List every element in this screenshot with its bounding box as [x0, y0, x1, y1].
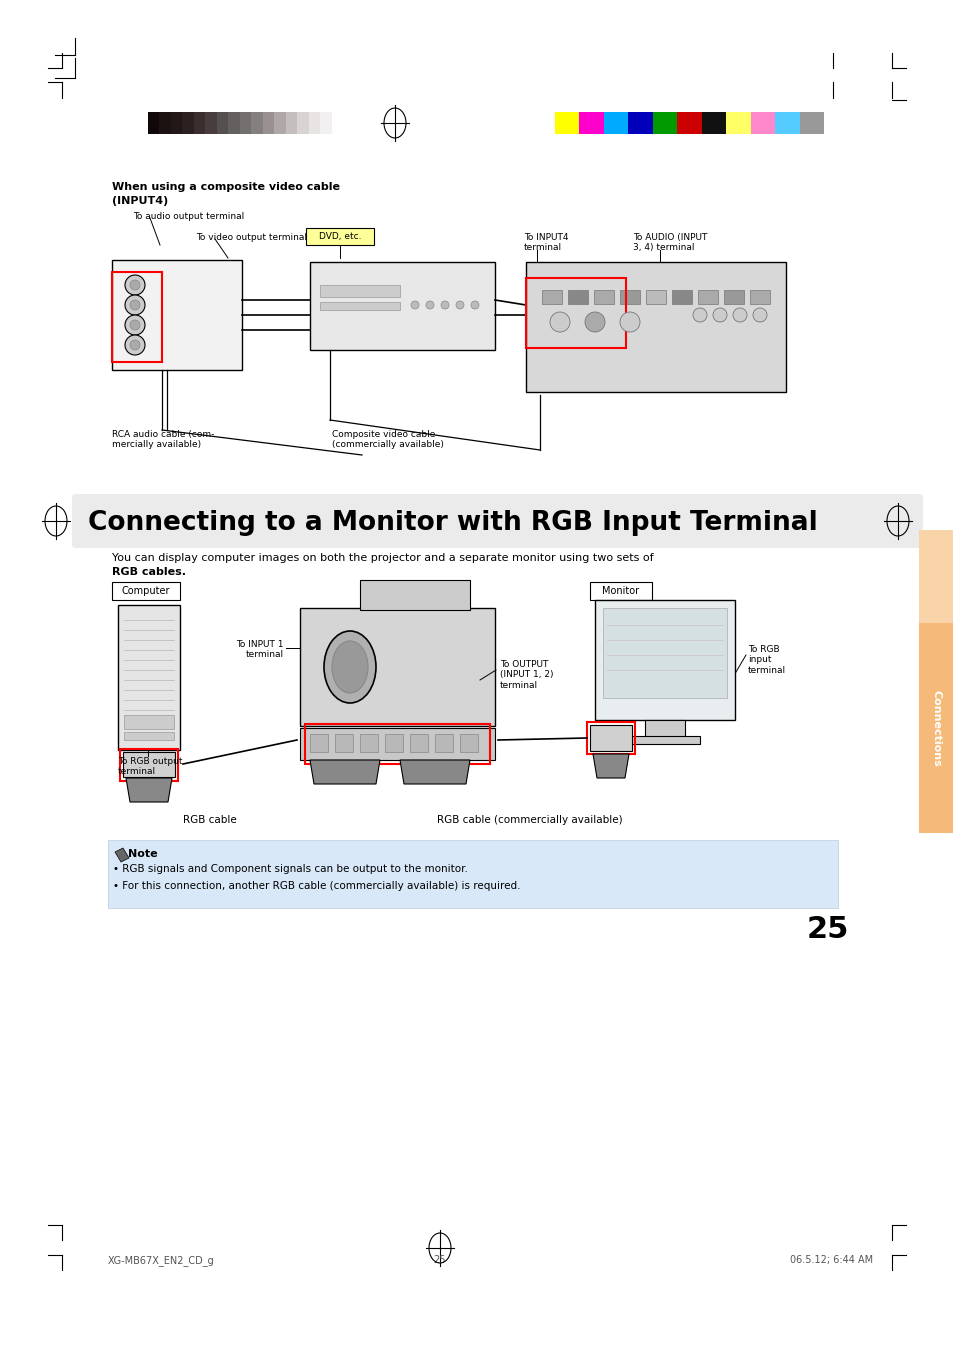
Bar [774, 112, 799, 134]
Bar [701, 112, 725, 134]
Bar [359, 580, 470, 611]
Text: RGB cable: RGB cable [183, 815, 236, 825]
Ellipse shape [332, 640, 368, 693]
Bar [644, 720, 684, 740]
Text: Monitor: Monitor [601, 586, 639, 596]
Polygon shape [310, 761, 379, 784]
Bar [645, 290, 665, 304]
Bar [216, 112, 229, 134]
Text: (INPUT4): (INPUT4) [112, 196, 168, 205]
Circle shape [411, 301, 418, 309]
Bar [205, 112, 216, 134]
Polygon shape [115, 848, 129, 862]
Bar [182, 112, 193, 134]
Bar [629, 736, 700, 744]
Bar [725, 112, 750, 134]
Circle shape [471, 301, 478, 309]
Bar [112, 259, 242, 370]
Bar [723, 290, 743, 304]
Text: • For this connection, another RGB cable (commercially available) is required.: • For this connection, another RGB cable… [112, 881, 520, 892]
Bar [124, 715, 173, 730]
Bar [310, 734, 328, 753]
Text: To INPUT 1
terminal: To INPUT 1 terminal [236, 640, 284, 659]
Bar [319, 303, 399, 309]
Bar [310, 262, 495, 350]
Circle shape [125, 315, 145, 335]
Bar [435, 734, 453, 753]
Text: Composite video cable
(commercially available): Composite video cable (commercially avai… [332, 430, 443, 450]
Circle shape [426, 301, 434, 309]
Bar [603, 112, 628, 134]
Bar [602, 608, 726, 698]
Text: To audio output terminal: To audio output terminal [132, 212, 244, 222]
Circle shape [125, 335, 145, 355]
Bar [652, 112, 677, 134]
Bar [698, 290, 718, 304]
Circle shape [125, 295, 145, 315]
Circle shape [550, 312, 569, 332]
Text: To video output terminal: To video output terminal [195, 232, 307, 242]
Text: When using a composite video cable: When using a composite video cable [112, 182, 339, 192]
Bar [120, 748, 178, 781]
Bar [595, 600, 734, 720]
Text: To RGB
input
terminal: To RGB input terminal [747, 644, 785, 674]
Bar [525, 262, 785, 392]
Polygon shape [126, 778, 172, 802]
Bar [159, 112, 171, 134]
Bar [555, 112, 578, 134]
Text: 25: 25 [806, 915, 848, 944]
Circle shape [584, 312, 604, 332]
Bar [118, 605, 180, 750]
Bar [108, 840, 837, 908]
Circle shape [732, 308, 746, 322]
Bar [305, 724, 490, 765]
Text: XG-MB67X_EN2_CD_g: XG-MB67X_EN2_CD_g [108, 1255, 214, 1266]
Bar [252, 112, 263, 134]
Bar [229, 112, 240, 134]
Circle shape [440, 301, 449, 309]
Text: RGB cable (commercially available): RGB cable (commercially available) [436, 815, 622, 825]
Bar [385, 734, 402, 753]
Text: • RGB signals and Component signals can be output to the monitor.: • RGB signals and Component signals can … [112, 865, 467, 874]
Bar [274, 112, 286, 134]
Bar [410, 734, 428, 753]
Bar [525, 278, 625, 349]
Text: RGB cables.: RGB cables. [112, 567, 186, 577]
Circle shape [125, 276, 145, 295]
Bar [671, 290, 691, 304]
Text: To OUTPUT
(INPUT 1, 2)
terminal: To OUTPUT (INPUT 1, 2) terminal [499, 661, 553, 690]
Bar [677, 112, 701, 134]
Bar [309, 112, 320, 134]
Bar [299, 608, 495, 725]
Bar [750, 112, 774, 134]
Bar [589, 725, 631, 751]
Bar [567, 290, 587, 304]
Circle shape [130, 340, 140, 350]
Bar [319, 285, 399, 297]
Text: 06.5.12; 6:44 AM: 06.5.12; 6:44 AM [789, 1255, 872, 1265]
Bar [286, 112, 297, 134]
Bar [112, 272, 162, 362]
Bar [171, 112, 182, 134]
Bar [306, 228, 374, 245]
Ellipse shape [324, 631, 375, 703]
Text: Connections: Connections [930, 689, 941, 766]
Bar [578, 112, 603, 134]
Text: To INPUT4
terminal: To INPUT4 terminal [523, 232, 568, 253]
FancyBboxPatch shape [71, 494, 923, 549]
Bar [541, 290, 561, 304]
Text: 25: 25 [434, 1255, 446, 1265]
Circle shape [692, 308, 706, 322]
Circle shape [130, 280, 140, 290]
Bar [320, 112, 332, 134]
Bar [619, 290, 639, 304]
Bar [335, 734, 353, 753]
Text: Note: Note [128, 848, 157, 859]
Bar [124, 732, 173, 740]
Circle shape [619, 312, 639, 332]
Polygon shape [399, 761, 470, 784]
Circle shape [752, 308, 766, 322]
Bar [749, 290, 769, 304]
Bar [193, 112, 205, 134]
Bar [459, 734, 477, 753]
